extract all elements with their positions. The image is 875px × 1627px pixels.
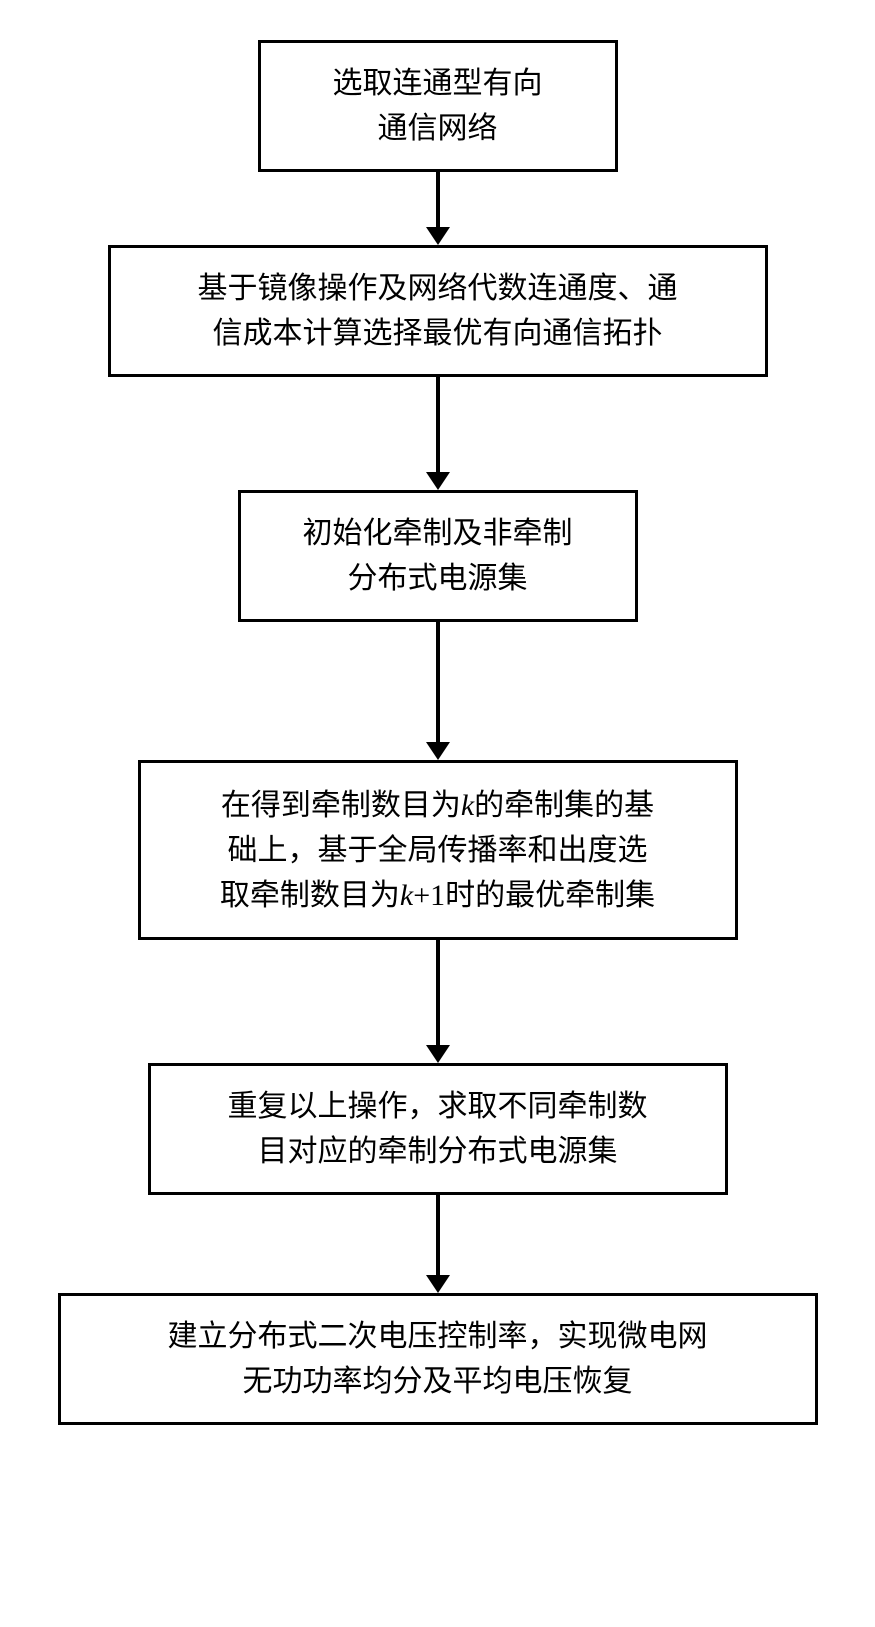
flowchart-arrow-3: [426, 622, 450, 760]
flowchart-arrow-4: [426, 940, 450, 1063]
flowchart-node-6: 建立分布式二次电压控制率，实现微电网无功功率均分及平均电压恢复: [58, 1293, 818, 1425]
flowchart-arrow-5: [426, 1195, 450, 1293]
flowchart-node-3: 初始化牵制及非牵制分布式电源集: [238, 490, 638, 622]
flowchart-node-2: 基于镜像操作及网络代数连通度、通信成本计算选择最优有向通信拓扑: [108, 245, 768, 377]
flowchart-node-1: 选取连通型有向通信网络: [258, 40, 618, 172]
flowchart-container: 选取连通型有向通信网络 基于镜像操作及网络代数连通度、通信成本计算选择最优有向通…: [20, 40, 855, 1425]
flowchart-node-4: 在得到牵制数目为k的牵制集的基础上，基于全局传播率和出度选取牵制数目为k+1时的…: [138, 760, 738, 940]
flowchart-node-5: 重复以上操作，求取不同牵制数目对应的牵制分布式电源集: [148, 1063, 728, 1195]
flowchart-arrow-2: [426, 377, 450, 490]
flowchart-arrow-1: [426, 172, 450, 245]
